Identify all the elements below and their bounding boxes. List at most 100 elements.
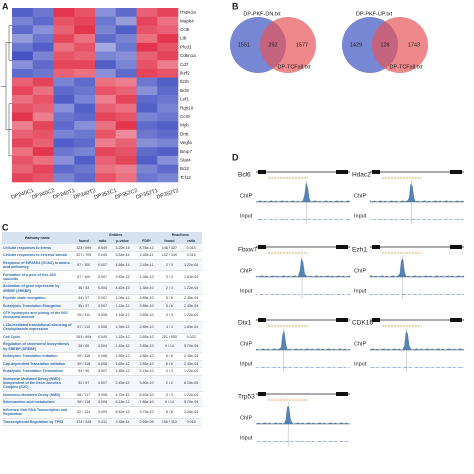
table-cell: 1.16e-12 — [110, 309, 135, 322]
table-cell: 55 / 97 — [72, 301, 95, 311]
heatmap-cell — [115, 95, 137, 104]
gene-label: Lef1 — [180, 97, 189, 102]
heatmap-cell — [53, 68, 75, 78]
heatmap-cell — [74, 138, 96, 148]
table-row: Response of EIF2AK4 (GCN2) to amino acid… — [2, 259, 202, 272]
track-label: ChIP — [354, 193, 367, 199]
pathway-name: Nonsense Mediated Decay (NMD) independen… — [2, 375, 73, 392]
exon — [372, 245, 380, 249]
heatmap-cell — [12, 121, 34, 131]
heatmap-cell — [115, 77, 137, 87]
table-cell: 59 / 111 — [72, 309, 95, 322]
table-cell: 2.45e-04 — [180, 301, 202, 311]
heatmap-cell — [32, 147, 54, 157]
heatmap-cell — [157, 34, 179, 44]
track-label: ChIP — [354, 341, 367, 347]
heatmap-cell — [32, 8, 54, 17]
table-cell: 8.78e-12 — [134, 244, 159, 252]
table-cell: 3 / 3 — [158, 391, 181, 400]
heatmap-cell — [157, 25, 179, 35]
table-cell: 0.008 — [94, 360, 111, 369]
heatmap-cell — [157, 8, 179, 17]
gene-label: Ccl5 — [180, 27, 190, 32]
heatmap-cell — [74, 8, 96, 17]
table-cell: 2 / 2 — [158, 375, 181, 392]
heatmap-cell — [53, 129, 75, 139]
table-cell: 0.049 — [94, 244, 111, 252]
heatmap-cell — [53, 60, 75, 70]
heatmap-cell — [32, 103, 54, 113]
exon — [258, 170, 266, 174]
table-cell: 2.45e-04 — [180, 360, 202, 369]
heatmap-cell — [115, 147, 137, 157]
gene-label: Bmp7 — [180, 149, 192, 154]
venn-count: 1743 — [408, 42, 420, 48]
table-cell: 4.72e-12 — [110, 391, 135, 400]
table-cell: 1.63e-04 — [180, 321, 202, 334]
table-row: Formation of a pool of free 40S subunits… — [2, 270, 202, 284]
heatmap-cell — [12, 34, 34, 44]
pathway-name: GTP hydrolysis and joining of the 60S ri… — [2, 309, 73, 322]
table-cell: 53 / 96 — [72, 367, 95, 376]
header-cell: Pathway name — [2, 232, 73, 245]
heatmap-cell — [53, 112, 75, 122]
table-cell: 1.85e-12 — [110, 367, 135, 376]
pathway-name: Cell Cycle — [2, 333, 73, 342]
heatmap-cell — [157, 51, 179, 61]
heatmap-cell — [32, 34, 54, 44]
heatmap-cell — [95, 34, 117, 44]
pathway-name: Influenza Viral RNA Transcription and Re… — [2, 406, 73, 419]
gene-label: Cdkn1a — [180, 53, 196, 58]
table-cell: 156 / 313 — [158, 418, 181, 427]
venn-set2 — [372, 17, 428, 73]
pathway-name: Regulation of cholesterol biosynthesis b… — [2, 340, 73, 353]
gene-label: Ikzf2 — [180, 70, 190, 75]
table-cell: 3 / 3 — [158, 309, 181, 322]
table-cell: 2 / 3 — [158, 259, 181, 272]
table-row: Cellular responses to stress 323 / 699 0.0… — [2, 244, 202, 252]
table-cell: 1.65e-12 — [110, 352, 135, 361]
table-row: Eukaryotic Translation Initiation 59 / 11… — [2, 352, 202, 361]
heatmap-cell — [32, 60, 54, 70]
heatmap-cell — [74, 51, 96, 61]
heatmap-cell — [12, 147, 34, 157]
heatmap-cell — [115, 60, 137, 70]
table-cell: 5.70e-04 — [180, 398, 202, 407]
table-cell: 0.007 — [94, 367, 111, 376]
pathway-name: Formation of a pool of free 40S subunits — [2, 270, 73, 284]
pathway-name: Eukaryotic Translation Initiation — [2, 352, 73, 361]
heatmap-cell — [74, 95, 96, 104]
exon — [336, 392, 348, 396]
heatmap-cell — [115, 121, 137, 131]
table-cell: 0.007 — [94, 294, 111, 303]
table-cell: 9 / 14 — [158, 340, 181, 353]
heatmap-cell — [74, 164, 96, 174]
table-cell: 152 / 349 — [158, 251, 181, 260]
exon — [258, 245, 266, 249]
heatmap-cell — [95, 60, 117, 70]
heatmap-cell — [12, 8, 34, 17]
heatmap-cell — [136, 173, 158, 183]
heatmap-cell — [74, 60, 96, 70]
input-signal — [256, 441, 350, 442]
table-cell: 58 / 118 — [72, 398, 95, 407]
heatmap-cell — [74, 155, 96, 165]
heatmap-cell — [53, 164, 75, 174]
venn-set1-label: DP-PKF-UP.txt — [356, 11, 393, 17]
heatmap-cell — [136, 8, 158, 17]
table-row: Regulation of cholesterol biosynthesis b… — [2, 340, 202, 353]
table-cell: 1.34e-12 — [110, 321, 135, 334]
table-cell: 58 / 117 — [72, 391, 95, 400]
heatmap-cell — [32, 155, 54, 165]
heatmap-cell — [53, 86, 75, 96]
heatmap-cell — [95, 95, 117, 104]
heatmap-cell — [136, 147, 158, 157]
table-cell: 2.85e-10 — [134, 340, 159, 353]
pathway-name: L13a-mediated translational silencing of… — [2, 321, 73, 334]
heatmap-cell — [95, 155, 117, 165]
gene-label: Dntt — [180, 131, 189, 136]
gene-label: Tcf12 — [180, 175, 191, 180]
exon — [336, 170, 348, 174]
table-cell: 3.15e-10 — [134, 367, 159, 376]
table-cell: 0.009 — [94, 406, 111, 419]
